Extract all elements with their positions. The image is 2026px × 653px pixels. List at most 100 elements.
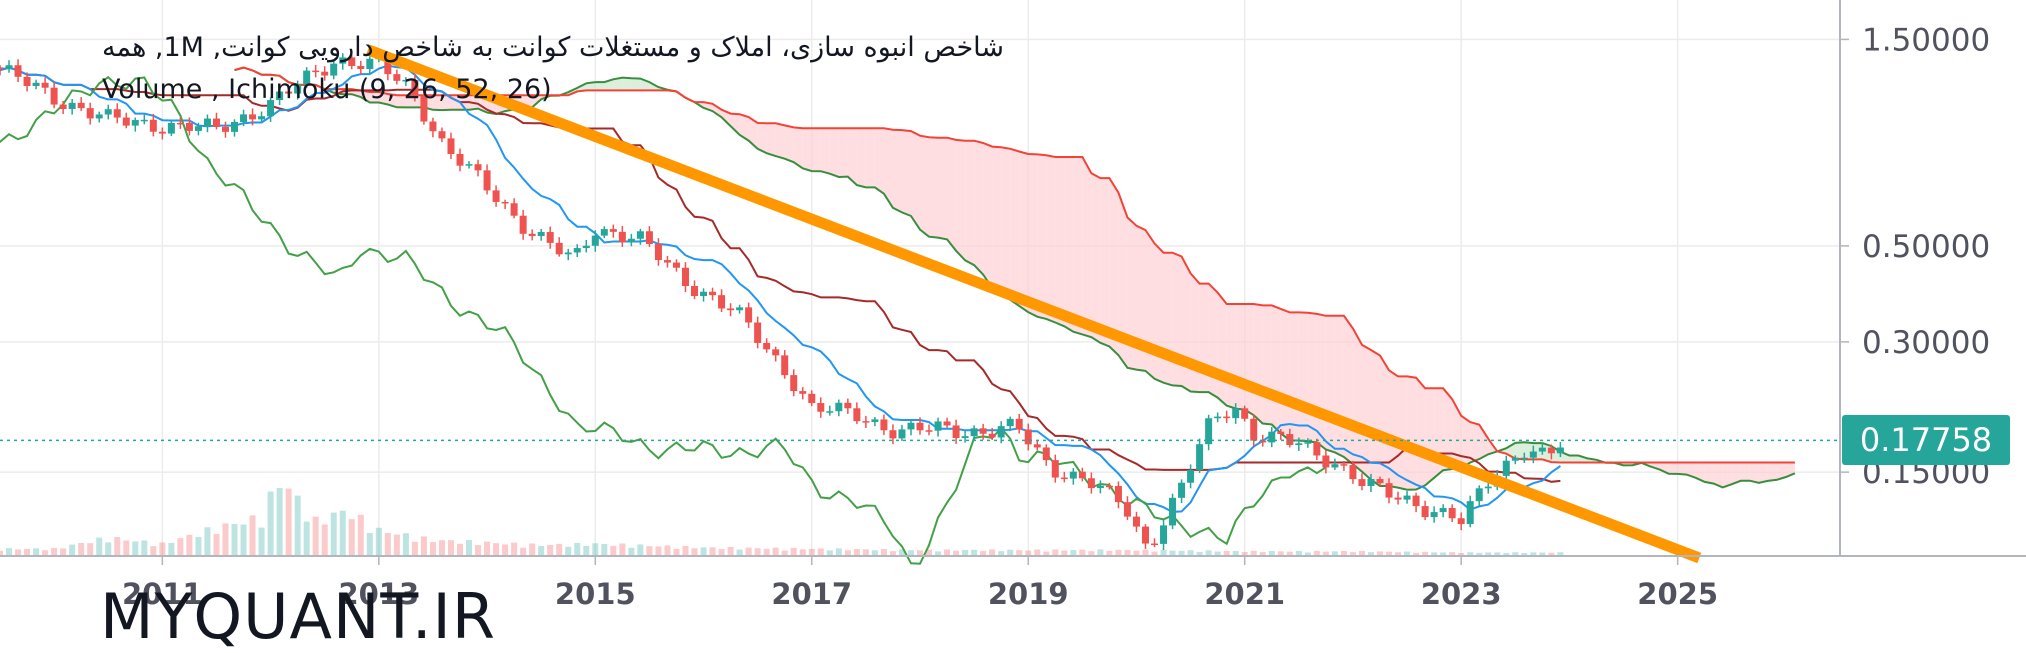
indicator-legend[interactable]: Volume , Ichimoku (9, 26, 52, 26) [102,74,552,105]
candle-body [790,375,797,391]
cloud-segment [1371,350,1380,486]
candle-body [6,65,13,69]
cloud-segment [902,130,911,216]
candle-body [511,203,518,215]
candle-body [1286,434,1293,445]
cloud-segment [1741,463,1750,481]
cloud-segment [1055,157,1064,326]
candle-body [826,411,833,413]
candle-body [150,120,157,132]
volume-bar [42,550,48,555]
price-tick-label: 0.50000 [1862,229,1990,265]
cloud-segment [911,131,920,229]
volume-bar [1224,551,1230,555]
candle-body [502,202,509,204]
cloud-segment [1173,253,1182,386]
candle-body [87,108,94,118]
volume-bar [592,543,598,555]
volume-bar [1314,551,1320,555]
candle-body [1313,442,1320,455]
volume-bar [637,544,643,555]
volume-bar [60,548,66,555]
volume-bar [1503,553,1509,555]
volume-bar [1097,549,1103,555]
cloud-segment [1227,304,1236,409]
candle-body [917,423,924,431]
cloud-segment [1046,155,1055,322]
cloud-segment [1001,147,1010,299]
volume-bar [989,549,995,555]
candle-body [1241,408,1248,418]
cloud-segment [1335,316,1344,457]
volume-bar [1188,550,1194,555]
volume-bar [1034,549,1040,555]
volume-bar [520,548,526,555]
candle-body [727,308,734,310]
volume-bar [953,551,959,555]
volume-bar [1197,552,1203,555]
volume-bar [1296,551,1302,555]
volume-bar [764,549,770,555]
volume-bar [1260,552,1266,555]
cloud-segment [821,128,830,173]
volume-bar [1025,550,1031,555]
cloud-segment [1191,273,1200,392]
volume-bar [331,513,337,555]
ichimoku-cloud [235,68,1795,490]
volume-bar [15,549,21,555]
volume-bar [0,551,3,555]
cloud-segment [812,128,821,171]
volume-bar [277,488,283,555]
candle-body [159,132,166,134]
candle-body [466,164,473,166]
candle-body [1395,498,1402,500]
time-tick-label: 2025 [1637,577,1718,611]
volume-bar [259,528,265,555]
volume-bar [502,544,508,555]
candle-body [799,391,806,394]
trendline-layer[interactable] [368,50,1699,558]
volume-bar [1350,552,1356,555]
cloud-segment [1010,149,1019,306]
volume-bar [358,515,364,555]
volume-bar [944,549,950,555]
candle-body [186,123,193,131]
cloud-segment [983,143,992,288]
volume-bar [556,544,562,555]
candle-body [258,116,265,119]
cloud-segment [1425,388,1434,485]
volume-bar [367,533,373,555]
volume-bar [439,540,445,555]
cloud-segment [622,78,631,91]
cloud-segment [830,128,839,177]
volume-bar [782,551,788,555]
candle-body [1043,447,1050,460]
candle-body [1367,479,1374,486]
volume-bar [1476,553,1482,555]
candle-body [1277,432,1284,434]
cloud-segment [1416,378,1425,490]
volume-bar [114,537,120,555]
volume-bar [1305,552,1311,555]
cloud-segment [875,128,884,193]
candle-body [1052,460,1059,477]
candle-body [538,232,545,236]
candle-body [953,425,960,438]
candle-body [962,436,969,438]
volume-bar [295,496,301,555]
volume-bar [1278,551,1284,555]
candle-body [15,65,22,77]
candle-body [168,123,175,134]
volume-bar [241,525,247,555]
candle-body [610,229,617,232]
volume-bar [1422,552,1428,555]
candle-body [745,307,752,322]
candle-body [249,114,256,119]
volume-bar [213,534,219,555]
candle-body [204,119,211,127]
candle-body [357,66,364,69]
candle-body [1124,502,1131,516]
volume-bar [1179,551,1185,555]
volume-bar [746,548,752,555]
candle-body [1178,483,1185,498]
